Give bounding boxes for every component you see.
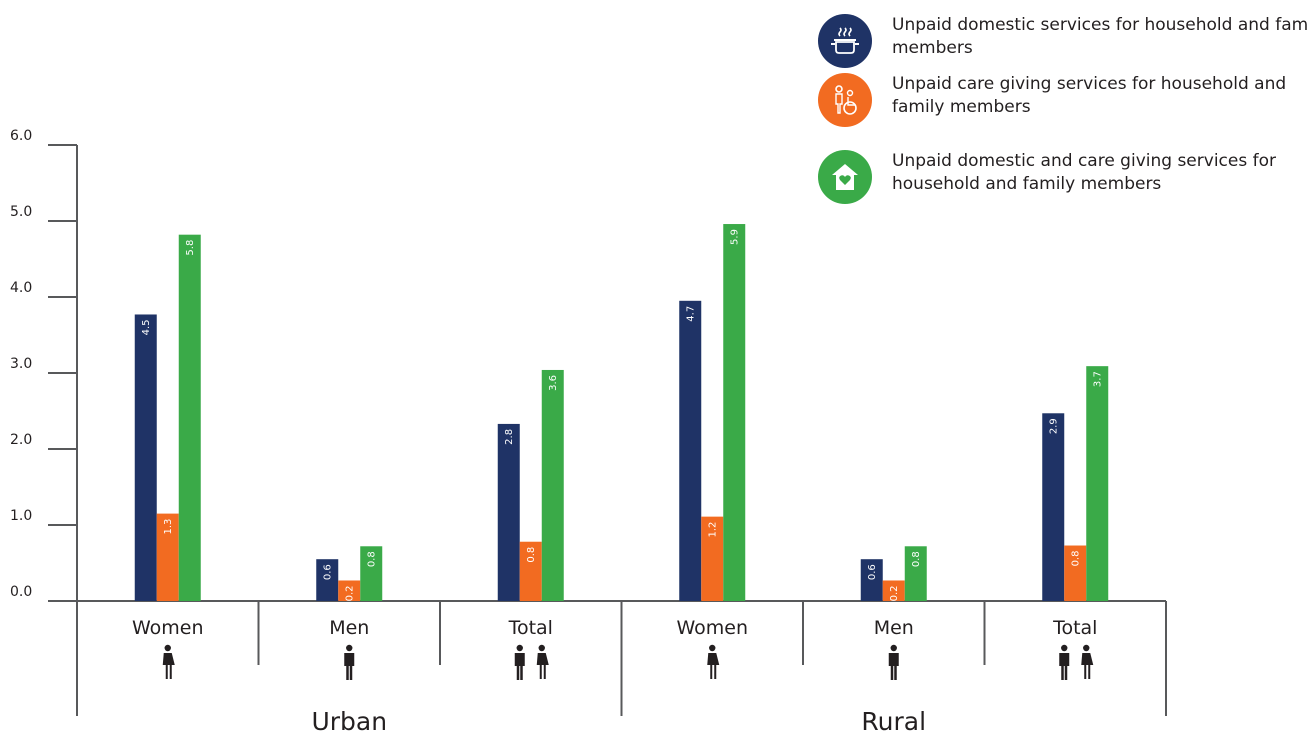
man-icon	[514, 644, 525, 680]
bar	[156, 513, 179, 601]
woman-icon	[536, 644, 549, 679]
bar-value-label: 0.8	[526, 547, 537, 563]
bar-value-label: 0.8	[1071, 551, 1082, 567]
bar-value-label: 2.9	[1049, 418, 1060, 434]
cooking-pot-icon	[818, 14, 872, 68]
man-woman-icon	[1059, 644, 1094, 680]
bar-value-label: 1.3	[163, 519, 174, 535]
woman-icon	[1081, 644, 1094, 679]
bar	[860, 559, 883, 601]
legend-label-care-giving: Unpaid care giving services for househol…	[892, 74, 1287, 117]
bar	[134, 314, 157, 601]
bar-value-label: 0.8	[367, 551, 378, 567]
caregiver-wheelchair-icon	[818, 73, 872, 127]
axes: 0.0 1.0 2.0 3.0 4.0 5.0 6.0	[10, 128, 1167, 716]
group-label: Urban	[311, 707, 387, 736]
category-label: Men	[329, 617, 369, 639]
bar	[1042, 413, 1065, 601]
y-tick-label: 4.0	[10, 280, 32, 296]
category-label: Total	[1052, 617, 1097, 639]
bar-value-label: 1.2	[708, 522, 719, 538]
man-icon	[344, 644, 355, 680]
bar	[1064, 545, 1087, 601]
bar-value-label: 3.7	[1093, 371, 1104, 387]
bar	[701, 516, 724, 601]
bar	[679, 300, 702, 601]
labels: Urban Rural Women Men Total Women Men Total 4.5 1…	[132, 229, 1104, 736]
bar	[178, 234, 201, 601]
bar-value-label: 2.8	[504, 429, 515, 445]
woman-icon	[162, 644, 175, 679]
legend-item-care-giving: Unpaid care giving services for househol…	[818, 73, 1307, 127]
bar-value-label: 5.8	[185, 240, 196, 256]
bar-value-label: 0.2	[345, 585, 356, 601]
y-tick-label: 1.0	[10, 508, 32, 524]
man-woman-icon	[514, 644, 549, 680]
category-label: Men	[874, 617, 914, 639]
bar-value-label: 0.8	[911, 551, 922, 567]
bar	[541, 369, 564, 601]
legend-item-domestic: Unpaid domestic services for household a…	[818, 14, 1307, 68]
bar	[904, 546, 927, 601]
bar-value-label: 4.7	[686, 306, 697, 322]
group-label: Rural	[861, 707, 926, 736]
man-icon	[1059, 644, 1070, 680]
y-tick-label: 3.0	[10, 356, 32, 372]
bar-value-label: 4.5	[141, 319, 152, 335]
y-tick-label: 5.0	[10, 204, 32, 220]
bars	[134, 224, 1109, 602]
bar	[519, 541, 542, 601]
y-tick-label: 0.0	[10, 584, 32, 600]
category-label: Women	[132, 617, 204, 639]
bar	[1086, 366, 1109, 601]
bar	[360, 546, 383, 601]
bar-value-label: 0.6	[323, 564, 334, 580]
bar	[316, 559, 339, 601]
man-icon	[888, 644, 899, 680]
category-label: Women	[676, 617, 748, 639]
bar	[338, 580, 361, 601]
bar-value-label: 5.9	[730, 229, 741, 245]
bar	[723, 224, 746, 602]
bar-value-label: 3.6	[548, 375, 559, 391]
bar-value-label: 0.6	[867, 564, 878, 580]
category-label: Total	[508, 617, 553, 639]
bar	[882, 580, 905, 601]
bar	[497, 423, 520, 601]
woman-icon	[707, 644, 720, 679]
y-tick-label: 2.0	[10, 432, 32, 448]
bar-value-label: 0.2	[889, 585, 900, 601]
house-heart-icon	[818, 150, 872, 204]
y-tick-label: 6.0	[10, 128, 32, 144]
legend-label-domestic-and-care: Unpaid domestic and care giving services…	[892, 151, 1276, 194]
legend-label-domestic: Unpaid domestic services for household a…	[892, 15, 1307, 58]
legend-item-domestic-and-care: Unpaid domestic and care giving services…	[818, 150, 1307, 204]
